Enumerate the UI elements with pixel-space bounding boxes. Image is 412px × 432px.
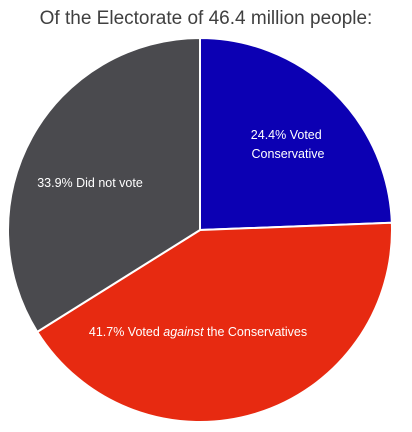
slice-label-did-not-vote: 33.9% Did not vote — [37, 176, 143, 190]
slice-label-voted-against: 41.7% Voted against the Conservatives — [89, 325, 307, 339]
pie-slice-voted-conservative — [199, 36, 393, 232]
pie-slice-voted-against — [35, 221, 393, 424]
chart-title: Of the Electorate of 46.4 million people… — [39, 8, 373, 29]
slice-label-voted-conservative: 24.4% Voted Conservative — [251, 128, 325, 161]
pie-slice-did-not-vote — [7, 36, 201, 334]
